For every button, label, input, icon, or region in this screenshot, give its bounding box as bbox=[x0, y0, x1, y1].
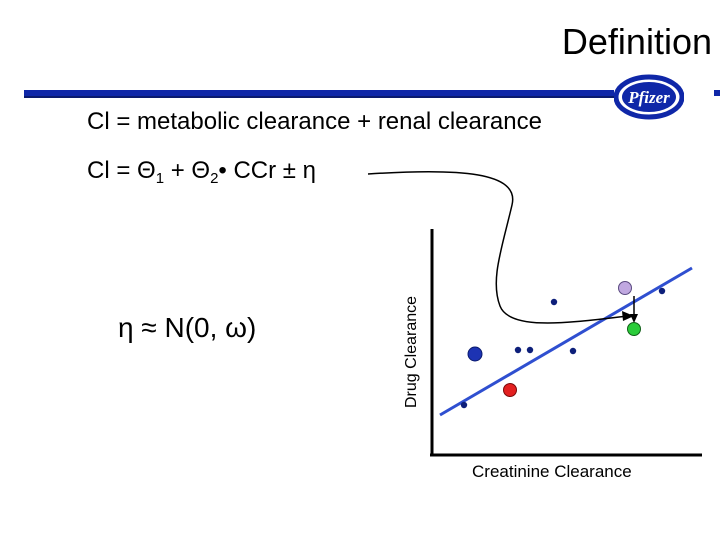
data-point-highlight-blue bbox=[467, 346, 483, 362]
total-clearance-equation: Cl = metabolic clearance + renal clearan… bbox=[87, 108, 542, 135]
y-axis-label: Drug Clearance bbox=[403, 295, 420, 408]
data-point bbox=[550, 298, 558, 306]
theta2-symbol: Θ bbox=[191, 157, 211, 184]
eta-annotation-curve bbox=[367, 170, 629, 324]
pfizer-logo-text: Pfizer bbox=[627, 88, 670, 107]
theta1-subscript: 1 bbox=[155, 170, 165, 187]
data-point-highlight-red bbox=[503, 383, 517, 397]
eta-distribution: η ≈ N(0, ω) bbox=[118, 312, 257, 343]
fit-line bbox=[439, 266, 693, 417]
title-rule-tail bbox=[714, 90, 720, 96]
data-point-highlight-green bbox=[627, 322, 641, 336]
eq-prefix: Cl = bbox=[87, 157, 138, 184]
theta2-subscript: 2 bbox=[210, 170, 219, 187]
data-point-highlight-lavender bbox=[618, 281, 632, 295]
pfizer-logo: Pfizer bbox=[614, 74, 684, 120]
x-axis-label: Creatinine Clearance bbox=[472, 462, 632, 481]
eta-term: η bbox=[302, 157, 317, 184]
data-point bbox=[514, 346, 522, 354]
title-rule-main bbox=[24, 90, 614, 98]
ccr-term: • CCr ± bbox=[218, 157, 296, 184]
residual-arrowhead bbox=[630, 314, 638, 323]
data-point bbox=[658, 287, 666, 295]
data-point bbox=[569, 347, 577, 355]
eq-plus: + bbox=[164, 157, 192, 184]
data-point bbox=[460, 401, 468, 409]
eta-annotation-arrowhead bbox=[622, 311, 634, 321]
slide-title: Definition bbox=[561, 21, 712, 62]
title-underline bbox=[24, 90, 720, 98]
theta1-symbol: Θ bbox=[137, 157, 156, 184]
data-point bbox=[526, 346, 534, 354]
clearance-model-equation: Cl = Θ1 + Θ2• CCr ± η bbox=[87, 154, 316, 196]
